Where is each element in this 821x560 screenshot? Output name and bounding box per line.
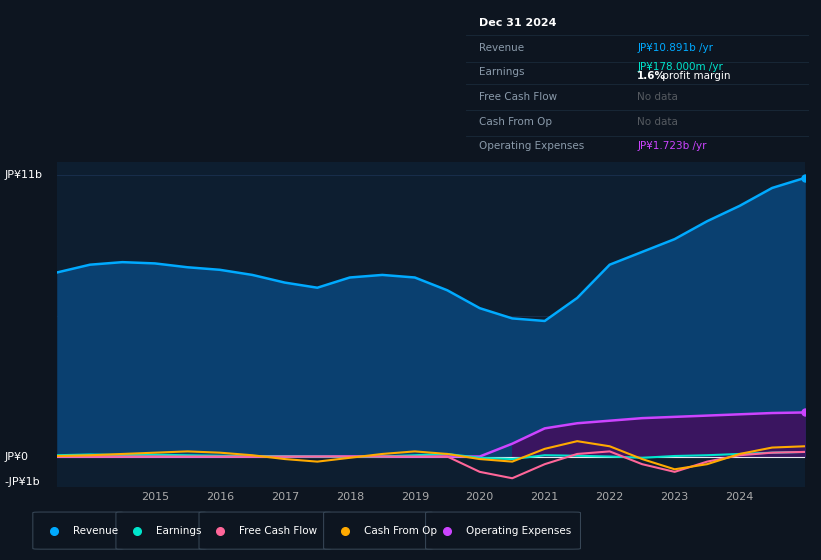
FancyBboxPatch shape	[323, 512, 433, 549]
Text: profit margin: profit margin	[659, 71, 731, 81]
FancyBboxPatch shape	[33, 512, 123, 549]
Text: Revenue: Revenue	[73, 526, 118, 535]
Text: Cash From Op: Cash From Op	[364, 526, 437, 535]
Text: Cash From Op: Cash From Op	[479, 116, 553, 127]
Text: Free Cash Flow: Free Cash Flow	[239, 526, 317, 535]
Text: JP¥1.723b /yr: JP¥1.723b /yr	[637, 141, 707, 151]
Text: Operating Expenses: Operating Expenses	[479, 141, 585, 151]
Text: -JP¥1b: -JP¥1b	[4, 477, 39, 487]
Text: JP¥0: JP¥0	[4, 451, 28, 461]
Text: Operating Expenses: Operating Expenses	[466, 526, 571, 535]
Text: JP¥11b: JP¥11b	[4, 170, 42, 180]
FancyBboxPatch shape	[199, 512, 331, 549]
FancyBboxPatch shape	[116, 512, 207, 549]
FancyBboxPatch shape	[425, 512, 580, 549]
Text: Dec 31 2024: Dec 31 2024	[479, 18, 557, 29]
Text: No data: No data	[637, 116, 678, 127]
Text: JP¥178.000m /yr: JP¥178.000m /yr	[637, 63, 723, 72]
Text: Earnings: Earnings	[156, 526, 201, 535]
Text: No data: No data	[637, 92, 678, 102]
Text: Earnings: Earnings	[479, 67, 525, 77]
Text: Free Cash Flow: Free Cash Flow	[479, 92, 557, 102]
Text: JP¥10.891b /yr: JP¥10.891b /yr	[637, 43, 713, 53]
Text: Revenue: Revenue	[479, 43, 525, 53]
Text: 1.6%: 1.6%	[637, 71, 666, 81]
